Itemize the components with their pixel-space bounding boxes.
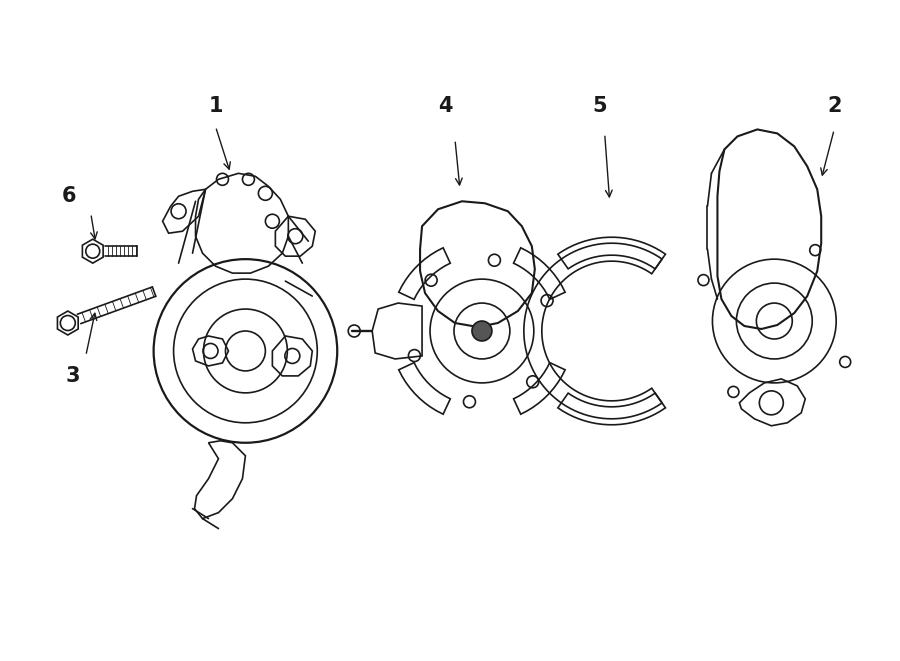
Text: 6: 6: [61, 186, 76, 206]
Text: 3: 3: [66, 366, 80, 386]
Text: 5: 5: [592, 97, 607, 116]
Text: 2: 2: [827, 97, 842, 116]
Text: 4: 4: [437, 97, 453, 116]
Text: 1: 1: [208, 97, 222, 116]
Circle shape: [472, 321, 492, 341]
